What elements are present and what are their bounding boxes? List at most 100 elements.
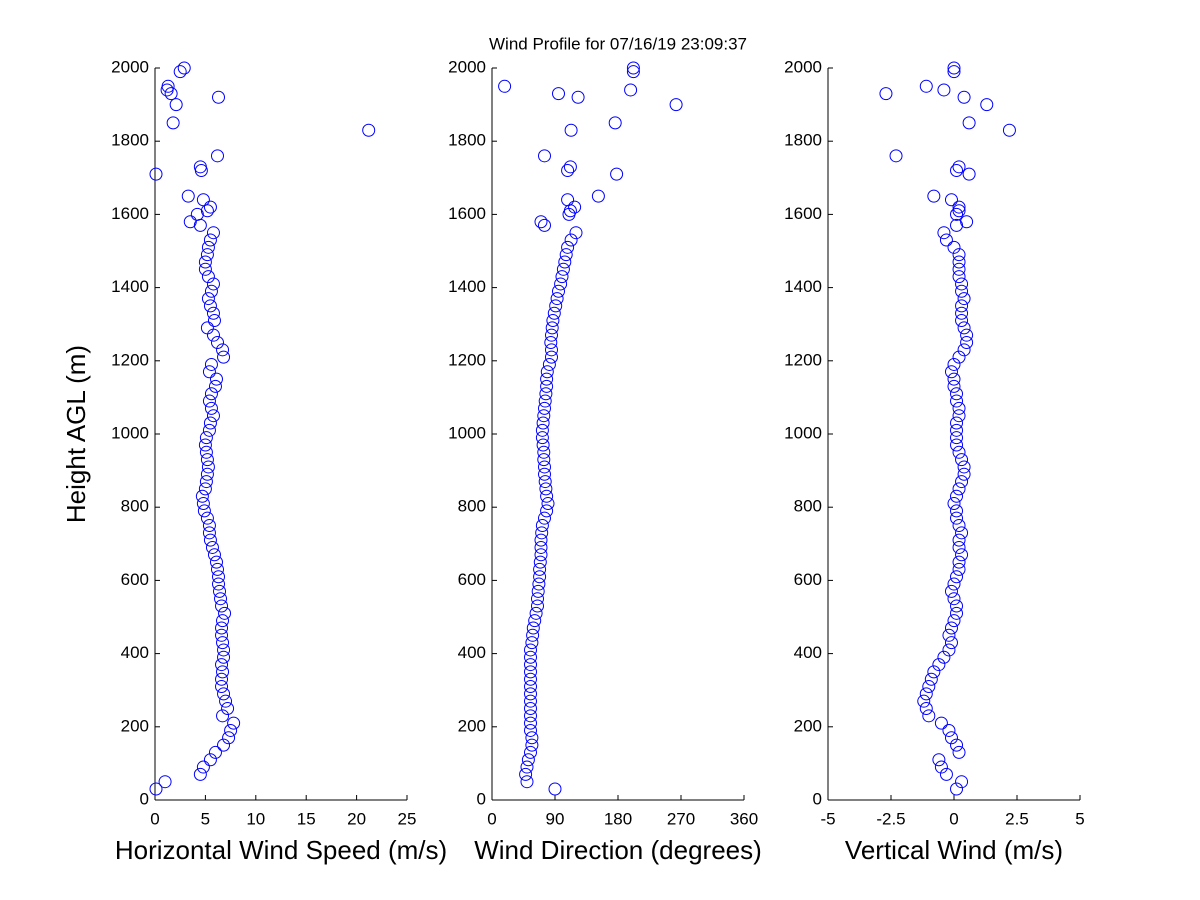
x-tick-label: 5 [201, 809, 210, 828]
point [955, 284, 969, 298]
x-axis-label: Horizontal Wind Speed (m/s) [115, 835, 447, 865]
point [524, 709, 537, 723]
point [169, 98, 183, 112]
point [227, 716, 241, 730]
point [362, 123, 376, 137]
point [202, 394, 216, 408]
point [206, 409, 220, 423]
point [204, 357, 218, 371]
point [980, 98, 994, 112]
point [919, 79, 933, 93]
x-tick-label: 20 [347, 809, 366, 828]
point [524, 702, 537, 715]
point [950, 163, 964, 177]
point [950, 599, 964, 613]
point [533, 570, 547, 584]
point [950, 218, 964, 232]
point [957, 343, 971, 357]
point [215, 599, 229, 613]
point [546, 314, 560, 328]
point [215, 680, 229, 694]
point [531, 584, 545, 598]
x-tick-label: 0 [150, 809, 159, 828]
point [203, 299, 217, 313]
point [177, 61, 191, 75]
x-tick-label: 360 [730, 809, 758, 828]
point [924, 672, 938, 686]
point [206, 306, 220, 320]
y-tick-label: 2000 [784, 57, 822, 76]
point [937, 83, 951, 97]
point [149, 782, 163, 796]
y-tick-label: 1000 [784, 423, 822, 442]
point [564, 123, 578, 137]
point [196, 497, 210, 511]
point [952, 519, 966, 532]
point [535, 423, 549, 437]
point [952, 445, 966, 459]
point [198, 255, 212, 269]
point [540, 489, 554, 503]
point [947, 497, 961, 511]
point [215, 621, 229, 635]
point [955, 526, 969, 540]
point [520, 775, 534, 789]
point [166, 116, 180, 130]
point [538, 218, 551, 232]
point [554, 277, 568, 291]
point [213, 584, 227, 598]
point [532, 577, 546, 591]
point [947, 357, 961, 371]
point [608, 116, 622, 130]
point [158, 775, 172, 789]
point [955, 453, 969, 467]
point [215, 628, 229, 642]
point [216, 343, 230, 357]
point [200, 511, 214, 525]
x-tick-label: 5 [1075, 809, 1084, 828]
point [919, 702, 933, 715]
point [939, 233, 953, 247]
point [962, 116, 976, 130]
point [181, 189, 195, 203]
y-tick-label: 200 [121, 716, 149, 735]
point [947, 379, 961, 393]
x-tick-label: 25 [398, 809, 417, 828]
point [950, 570, 964, 584]
point [216, 709, 230, 723]
point [922, 680, 936, 694]
point [535, 526, 549, 540]
point [937, 650, 951, 664]
point [199, 431, 213, 445]
point [939, 767, 953, 781]
point [533, 562, 547, 576]
point [952, 262, 966, 276]
point [539, 482, 553, 496]
point [203, 233, 217, 247]
y-tick-label: 200 [458, 716, 486, 735]
point [552, 284, 565, 298]
point [534, 533, 548, 547]
x-tick-label: -5 [820, 809, 835, 828]
point [524, 643, 537, 657]
point [934, 716, 948, 730]
y-axis-label: Height AGL (m) [61, 345, 91, 523]
x-tick-label: 2.5 [1005, 809, 1029, 828]
point [955, 306, 969, 320]
point [952, 745, 966, 759]
point [957, 90, 971, 104]
point [542, 357, 556, 371]
point [957, 467, 971, 481]
point [531, 599, 544, 613]
point [538, 149, 551, 163]
point [950, 394, 964, 408]
point [195, 489, 209, 503]
point [204, 284, 218, 298]
point [942, 643, 956, 657]
point [203, 533, 217, 547]
point [947, 61, 961, 75]
point [173, 65, 187, 79]
point [217, 687, 231, 701]
point [217, 738, 231, 752]
